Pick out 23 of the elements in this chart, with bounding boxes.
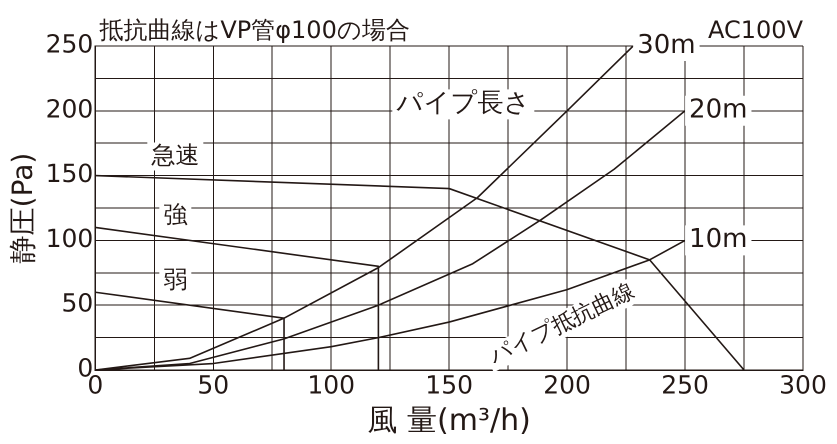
series-label: 30m bbox=[637, 30, 696, 60]
x-tick-label: 50 bbox=[197, 370, 230, 400]
x-axis-title: 風 量(m³/h) bbox=[367, 402, 531, 438]
series-label: 強 bbox=[163, 200, 188, 229]
x-tick-label: 150 bbox=[425, 370, 474, 400]
chart-subtitle: AC100V bbox=[708, 16, 804, 44]
y-axis-title: 静圧(Pa) bbox=[6, 152, 40, 264]
y-tick-label: 50 bbox=[62, 288, 94, 318]
x-tick-label: 300 bbox=[779, 370, 827, 400]
x-tick-label: 250 bbox=[661, 370, 709, 400]
series-label: 10m bbox=[689, 224, 748, 254]
annotation: パイプ長さ bbox=[395, 88, 530, 118]
series-label: 急速 bbox=[150, 140, 200, 169]
y-tick-label: 100 bbox=[46, 224, 94, 253]
series-label: 弱 bbox=[163, 265, 188, 294]
y-tick-label: 150 bbox=[46, 159, 94, 188]
series-label: 20m bbox=[689, 94, 748, 125]
y-tick-label: 250 bbox=[46, 30, 94, 58]
x-tick-label: 200 bbox=[543, 370, 591, 400]
y-tick-label: 200 bbox=[46, 94, 94, 124]
x-tick-label: 100 bbox=[307, 370, 356, 400]
annotation: パイプ抵抗曲線 bbox=[485, 278, 638, 370]
chart-title: 抵抗曲線はVP管φ100の場合 bbox=[98, 16, 410, 44]
